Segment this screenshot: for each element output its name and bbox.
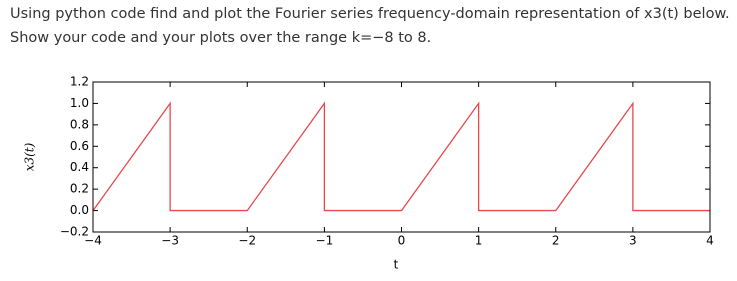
y-tick-label: 0.6 (70, 139, 89, 153)
y-tick-label: −0.2 (60, 225, 89, 239)
y-tick-label: 0.8 (70, 117, 89, 131)
y-tick-label: 0.0 (70, 203, 89, 217)
x-tick-label: 2 (552, 234, 560, 248)
x-tick-label: −2 (238, 234, 256, 248)
y-axis-label: x3(t) (23, 142, 37, 171)
y-tick-label: 0.2 (70, 182, 89, 196)
y-tick-label: 1.0 (70, 96, 89, 110)
x-tick-label: −1 (316, 234, 334, 248)
question-line: Show your code and your plots over the r… (10, 30, 432, 46)
plot-frame (92, 81, 711, 233)
x-tick-label: 3 (629, 234, 637, 248)
question-line: Using python code find and plot the Four… (10, 6, 730, 22)
x-tick-label: 0 (398, 234, 406, 248)
x-tick-label: −4 (84, 234, 102, 248)
y-tick-label: 1.2 (70, 75, 89, 89)
x-tick-label: 4 (706, 234, 714, 248)
x-tick-label: −3 (161, 234, 179, 248)
x-axis-label: t (394, 258, 399, 272)
y-tick-label: 0.4 (70, 160, 89, 174)
x-tick-label: 1 (475, 234, 483, 248)
line-series (92, 101, 710, 212)
